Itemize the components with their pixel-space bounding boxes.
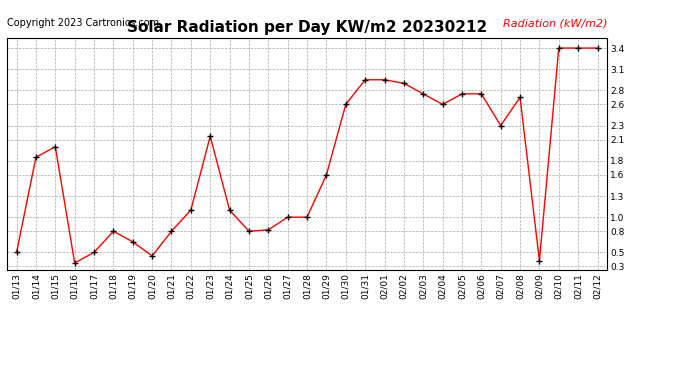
Text: Radiation (kW/m2): Radiation (kW/m2) xyxy=(503,18,607,28)
Title: Solar Radiation per Day KW/m2 20230212: Solar Radiation per Day KW/m2 20230212 xyxy=(127,20,487,35)
Text: Copyright 2023 Cartronics.com: Copyright 2023 Cartronics.com xyxy=(7,18,159,28)
